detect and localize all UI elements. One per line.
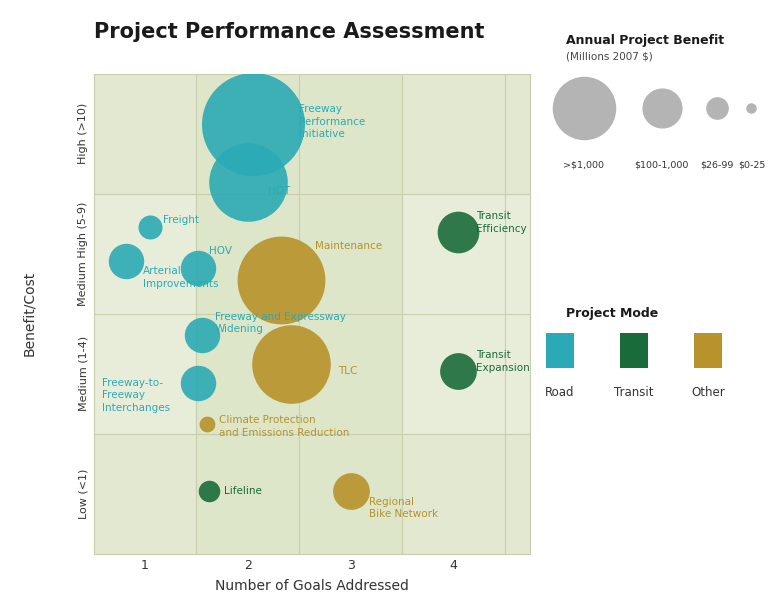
Text: Transit: Transit: [615, 386, 654, 399]
Text: Transit
Efficiency: Transit Efficiency: [476, 212, 526, 234]
Text: Annual Project Benefit: Annual Project Benefit: [566, 34, 724, 47]
Point: [195, 330, 207, 340]
Point: [246, 119, 259, 129]
Bar: [300, 74, 402, 554]
Y-axis label: Benefit/Cost: Benefit/Cost: [23, 271, 37, 356]
Text: $0-25: $0-25: [738, 161, 765, 170]
Text: Regional
Bike Network: Regional Bike Network: [369, 497, 438, 519]
Text: Other: Other: [691, 386, 725, 399]
Bar: [94, 74, 197, 554]
Text: >$1,000: >$1,000: [563, 161, 604, 170]
Point: [452, 227, 465, 237]
Text: Freeway-to-
Freeway
Interchanges: Freeway-to- Freeway Interchanges: [102, 378, 170, 413]
Point: [285, 359, 297, 369]
Point: [275, 275, 287, 285]
Text: Transit
Expansion: Transit Expansion: [476, 351, 530, 373]
Text: (Millions 2007 $): (Millions 2007 $): [566, 52, 652, 62]
Bar: [402, 74, 505, 554]
Text: $26-99: $26-99: [700, 161, 734, 170]
Point: [120, 256, 133, 266]
Bar: [505, 74, 530, 554]
Text: Freight: Freight: [164, 215, 200, 225]
Text: HOT: HOT: [268, 186, 291, 196]
Point: [203, 486, 215, 496]
Text: Lifeline: Lifeline: [224, 486, 262, 496]
Point: [144, 223, 156, 232]
Text: $100-1,000: $100-1,000: [635, 161, 689, 170]
Text: Maintenance: Maintenance: [314, 242, 381, 252]
Text: Freeway and Expressway
Widening: Freeway and Expressway Widening: [215, 312, 346, 335]
Bar: [620, 333, 648, 368]
Point: [711, 103, 723, 113]
Bar: [94, 434, 530, 554]
Point: [242, 177, 254, 187]
Bar: [694, 333, 722, 368]
Point: [745, 103, 757, 113]
Text: Project Mode: Project Mode: [566, 308, 658, 320]
Point: [577, 103, 590, 113]
Point: [200, 419, 213, 429]
Text: Climate Protection
and Emissions Reduction: Climate Protection and Emissions Reducti…: [219, 415, 349, 438]
Point: [192, 263, 204, 273]
Text: Project Performance Assessment: Project Performance Assessment: [94, 22, 484, 42]
Point: [344, 486, 356, 496]
Text: HOV: HOV: [209, 246, 232, 256]
Point: [452, 367, 465, 376]
Text: Road: Road: [545, 386, 575, 399]
X-axis label: Number of Goals Addressed: Number of Goals Addressed: [215, 579, 409, 593]
Bar: [94, 74, 530, 194]
Text: TLC: TLC: [339, 366, 357, 376]
Point: [655, 103, 668, 113]
Bar: [197, 74, 300, 554]
Text: Freeway
Performance
Initiative: Freeway Performance Initiative: [300, 105, 365, 139]
Bar: [546, 333, 574, 368]
Point: [192, 378, 204, 388]
Text: Arterial
Improvements: Arterial Improvements: [143, 266, 218, 289]
